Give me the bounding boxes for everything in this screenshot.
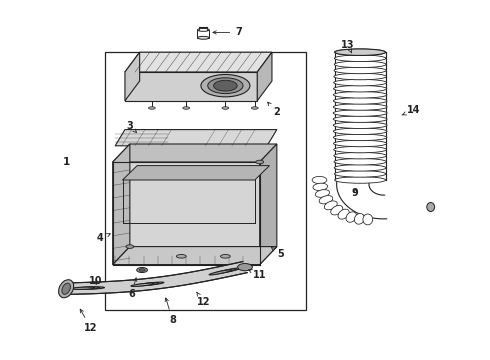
Ellipse shape	[71, 287, 95, 289]
Polygon shape	[113, 144, 130, 265]
Ellipse shape	[81, 287, 104, 289]
Ellipse shape	[334, 158, 386, 165]
Polygon shape	[260, 144, 277, 265]
Ellipse shape	[183, 107, 190, 109]
Ellipse shape	[346, 212, 357, 222]
Ellipse shape	[354, 213, 365, 224]
Ellipse shape	[141, 282, 164, 285]
Ellipse shape	[335, 49, 386, 55]
Text: 10: 10	[89, 276, 102, 286]
Ellipse shape	[201, 75, 250, 97]
Ellipse shape	[334, 85, 387, 92]
Text: 9: 9	[352, 188, 359, 198]
Ellipse shape	[334, 140, 387, 147]
Ellipse shape	[333, 116, 387, 122]
Polygon shape	[66, 262, 247, 294]
Polygon shape	[125, 72, 257, 101]
Polygon shape	[115, 130, 277, 146]
Ellipse shape	[338, 209, 349, 219]
Ellipse shape	[334, 80, 387, 86]
Polygon shape	[257, 52, 272, 101]
Ellipse shape	[335, 177, 386, 183]
Ellipse shape	[333, 122, 387, 129]
Text: 5: 5	[271, 248, 284, 259]
Ellipse shape	[334, 73, 387, 80]
Text: 12: 12	[196, 292, 210, 307]
Ellipse shape	[220, 255, 230, 258]
Ellipse shape	[324, 201, 337, 210]
Ellipse shape	[176, 255, 186, 258]
Ellipse shape	[222, 107, 229, 109]
Ellipse shape	[334, 165, 386, 171]
Text: 6: 6	[128, 278, 137, 300]
Text: 1: 1	[63, 157, 70, 167]
Text: 13: 13	[341, 40, 355, 53]
Ellipse shape	[59, 280, 74, 298]
Ellipse shape	[136, 283, 159, 286]
Ellipse shape	[319, 195, 333, 204]
Text: 3: 3	[126, 121, 137, 132]
Ellipse shape	[315, 190, 329, 197]
Ellipse shape	[209, 270, 232, 275]
Polygon shape	[113, 144, 277, 162]
Ellipse shape	[334, 61, 386, 68]
Ellipse shape	[62, 283, 71, 294]
Ellipse shape	[333, 91, 387, 98]
Ellipse shape	[214, 80, 237, 91]
Text: 7: 7	[213, 27, 242, 37]
Ellipse shape	[256, 160, 264, 164]
Ellipse shape	[333, 98, 387, 104]
Ellipse shape	[313, 183, 327, 190]
Ellipse shape	[126, 245, 134, 248]
Bar	[105, 52, 306, 310]
Ellipse shape	[197, 28, 209, 31]
Text: 8: 8	[165, 298, 176, 325]
Text: 2: 2	[268, 102, 280, 117]
Ellipse shape	[333, 110, 387, 116]
Text: 4: 4	[97, 233, 110, 243]
Polygon shape	[125, 52, 272, 72]
Ellipse shape	[334, 152, 387, 159]
Ellipse shape	[334, 146, 387, 153]
Ellipse shape	[363, 214, 373, 225]
Ellipse shape	[76, 287, 99, 289]
Ellipse shape	[137, 267, 147, 273]
Ellipse shape	[197, 36, 209, 39]
Ellipse shape	[333, 134, 387, 141]
Ellipse shape	[334, 67, 386, 74]
Ellipse shape	[219, 268, 241, 273]
Polygon shape	[122, 166, 270, 180]
Ellipse shape	[251, 107, 258, 109]
Polygon shape	[125, 52, 140, 101]
Ellipse shape	[333, 104, 387, 110]
Ellipse shape	[335, 171, 386, 177]
Ellipse shape	[333, 128, 387, 135]
Bar	[197, 30, 209, 38]
Ellipse shape	[427, 202, 435, 212]
Ellipse shape	[148, 107, 155, 109]
Ellipse shape	[139, 269, 145, 271]
Text: 11: 11	[249, 270, 267, 280]
Ellipse shape	[131, 283, 154, 287]
Text: 12: 12	[80, 309, 98, 333]
Ellipse shape	[312, 176, 327, 184]
Ellipse shape	[238, 264, 252, 271]
Ellipse shape	[331, 206, 343, 215]
Polygon shape	[113, 247, 277, 265]
Polygon shape	[113, 162, 260, 265]
Ellipse shape	[214, 269, 237, 274]
Text: 14: 14	[402, 105, 421, 115]
Ellipse shape	[335, 55, 386, 62]
Ellipse shape	[208, 78, 243, 94]
Ellipse shape	[335, 49, 386, 55]
